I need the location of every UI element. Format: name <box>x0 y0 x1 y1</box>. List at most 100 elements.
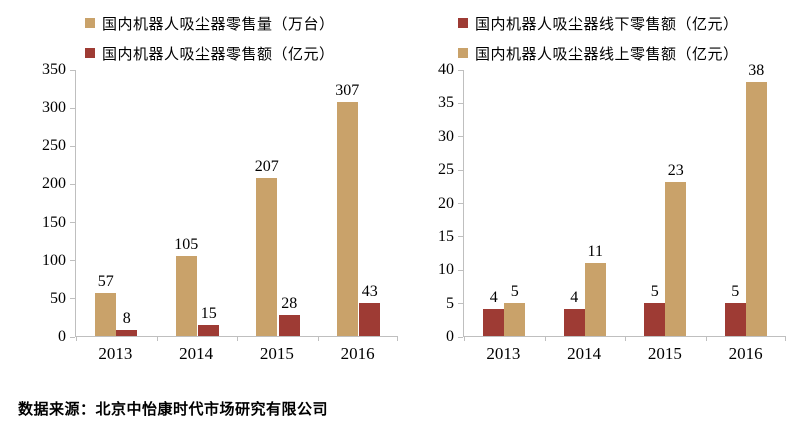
plot: 0 5 10 15 20 25 30 35 40 4 5 4 11 5 23 5 38 <box>418 62 786 345</box>
y-tick-label: 5 <box>446 294 454 312</box>
y-tick-mark <box>70 336 75 338</box>
legend-label: 国内机器人吸尘器线下零售额（亿元） <box>475 16 739 33</box>
bar-column: 8 <box>116 309 138 336</box>
bar-group: 5 38 <box>706 62 786 336</box>
y-tick-mark <box>70 222 75 224</box>
y-tick-label: 15 <box>438 227 454 245</box>
bar-value-label: 5 <box>510 282 519 300</box>
chart-retail-volume-value: 国内机器人吸尘器零售量（万台） 国内机器人吸尘器零售额（亿元） 0 50 100 150 2… <box>30 8 398 364</box>
bar-column: 38 <box>745 62 767 336</box>
data-source-note: 数据来源：北京中怡康时代市场研究有限公司 <box>18 402 329 418</box>
x-tick-mark <box>464 337 465 341</box>
y-tick-mark <box>458 69 463 71</box>
bar <box>256 178 278 336</box>
y-tick-mark <box>70 107 75 109</box>
legend-swatch-icon <box>85 18 95 28</box>
legend-swatch-icon <box>458 48 468 58</box>
bar-group: 5 23 <box>625 70 706 336</box>
y-tick-label: 250 <box>42 137 66 155</box>
bar <box>584 262 606 336</box>
bar-column: 43 <box>359 283 381 336</box>
bar-group: 307 43 <box>318 70 399 336</box>
bar <box>724 302 746 336</box>
legend-item: 国内机器人吸尘器零售量（万台） <box>85 8 398 38</box>
bar <box>95 292 117 336</box>
y-tick-label: 20 <box>438 194 454 212</box>
legend-label: 国内机器人吸尘器零售额（亿元） <box>102 46 335 63</box>
bar-group: 105 15 <box>157 70 238 336</box>
bar <box>644 302 666 336</box>
x-axis-labels: 2013 2014 2015 2016 <box>75 344 398 364</box>
bar-column: 23 <box>665 162 687 336</box>
legend-item: 国内机器人吸尘器线下零售额（亿元） <box>458 8 786 38</box>
y-tick-mark <box>70 183 75 185</box>
y-tick-mark <box>458 336 463 338</box>
x-tick-mark <box>625 337 626 341</box>
bar-group: 207 28 <box>237 70 318 336</box>
legend-item: 国内机器人吸尘器线上零售额（亿元） <box>458 38 786 68</box>
legend: 国内机器人吸尘器零售量（万台） 国内机器人吸尘器零售额（亿元） <box>30 8 398 70</box>
y-tick-mark <box>458 269 463 271</box>
bar <box>563 309 585 336</box>
x-axis-label: 2013 <box>98 344 133 363</box>
bar-value-label: 5 <box>650 282 659 300</box>
bar-value-label: 43 <box>361 283 378 301</box>
y-tick-mark <box>458 303 463 305</box>
bar <box>336 101 358 336</box>
bar-column: 5 <box>504 282 526 336</box>
bar-column: 307 <box>335 82 359 336</box>
charts-row: 国内机器人吸尘器零售量（万台） 国内机器人吸尘器零售额（亿元） 0 50 100 150 2… <box>30 8 786 364</box>
x-axis-label: 2016 <box>728 344 763 363</box>
bar <box>665 182 687 336</box>
bar-value-label: 5 <box>731 282 740 300</box>
x-tick-mark <box>237 337 238 341</box>
bar <box>278 314 300 336</box>
bar-value-label: 15 <box>200 304 217 322</box>
legend-label: 国内机器人吸尘器零售量（万台） <box>102 16 335 33</box>
legend-label: 国内机器人吸尘器线上零售额（亿元） <box>475 46 739 63</box>
bar-value-label: 207 <box>254 158 279 176</box>
y-tick-label: 10 <box>438 261 454 279</box>
bar-group: 57 8 <box>76 70 157 336</box>
plot: 0 50 100 150 200 250 300 350 57 8 105 15 207 28 307 43 <box>30 62 398 345</box>
x-tick-mark <box>544 337 546 341</box>
y-tick-mark <box>70 260 75 262</box>
y-tick-label: 300 <box>42 99 66 117</box>
legend: 国内机器人吸尘器线下零售额（亿元） 国内机器人吸尘器线上零售额（亿元） <box>418 8 786 70</box>
bar-column: 105 <box>174 236 198 336</box>
bar <box>745 82 767 336</box>
y-tick-mark <box>458 102 463 104</box>
bar-column: 11 <box>584 243 606 336</box>
bar-value-label: 105 <box>174 235 199 253</box>
bar-column: 5 <box>724 282 746 336</box>
x-axis-label: 2016 <box>340 344 375 363</box>
bar <box>359 303 381 336</box>
bar-value-label: 23 <box>667 162 684 180</box>
bar-groups: 4 5 4 11 5 23 5 38 <box>464 62 786 336</box>
y-tick-label: 0 <box>446 328 454 345</box>
legend-item: 国内机器人吸尘器零售额（亿元） <box>85 38 398 68</box>
bar-column: 28 <box>278 295 300 336</box>
y-tick-label: 200 <box>42 175 66 193</box>
y-tick-label: 100 <box>42 251 66 269</box>
plot-area: 57 8 105 15 207 28 307 43 <box>75 70 398 341</box>
bar-groups: 57 8 105 15 207 28 307 43 <box>76 70 398 336</box>
bar-value-label: 57 <box>97 272 114 290</box>
bar-value-label: 4 <box>570 289 579 307</box>
bar <box>175 255 197 336</box>
x-tick-mark <box>317 337 319 341</box>
y-axis: 0 5 10 15 20 25 30 35 40 <box>418 62 463 345</box>
y-tick-mark <box>70 145 75 147</box>
y-tick-label: 0 <box>58 328 66 345</box>
x-axis-label: 2014 <box>567 344 602 363</box>
bar-value-label: 8 <box>122 309 131 327</box>
x-tick-mark <box>156 337 158 341</box>
x-axis-labels: 2013 2014 2015 2016 <box>463 344 786 364</box>
legend-swatch-icon <box>85 48 95 58</box>
legend-swatch-icon <box>458 18 468 28</box>
y-tick-mark <box>458 136 463 138</box>
y-tick-label: 150 <box>42 213 66 231</box>
bar-group: 4 11 <box>545 70 626 336</box>
y-tick-mark <box>70 69 75 71</box>
